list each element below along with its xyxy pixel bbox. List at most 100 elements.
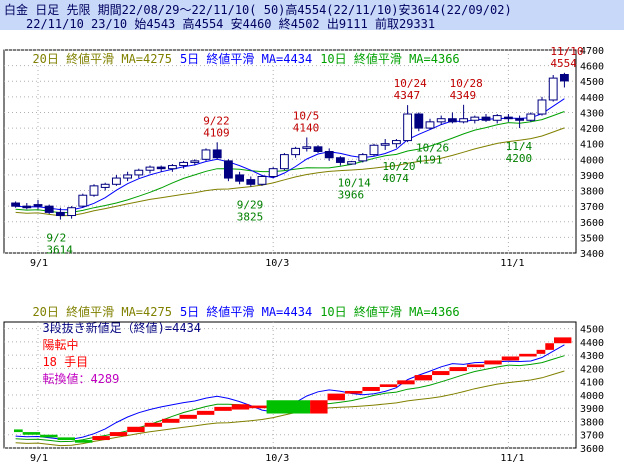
renko-x-tick: 11/1 <box>500 453 524 464</box>
candle <box>526 112 536 122</box>
candle <box>447 112 457 124</box>
candle-body <box>380 143 390 146</box>
annotation-value: 3966 <box>338 189 365 202</box>
renko-brick <box>397 380 415 385</box>
candle <box>481 114 491 122</box>
renko-y-tick: 4000 <box>580 391 604 402</box>
renko-brick <box>231 404 250 410</box>
candle-body <box>358 154 368 162</box>
annotation-value: 4347 <box>394 89 421 102</box>
candle-body <box>391 140 401 145</box>
candle-body <box>302 146 312 149</box>
candle-body <box>515 118 525 121</box>
candle-body <box>190 160 200 163</box>
candle <box>369 143 379 157</box>
renko-y-tick: 3700 <box>580 431 604 442</box>
candle-body <box>257 175 267 185</box>
candle-body <box>134 169 144 176</box>
renko-brick <box>432 371 450 376</box>
candle <box>302 137 312 152</box>
candle-body <box>559 74 569 82</box>
renko-brick <box>554 337 572 344</box>
renko-value: 3段抜き新値足（終値)=4434 <box>42 321 202 335</box>
candle <box>559 72 569 88</box>
renko-brick <box>536 349 546 354</box>
renko-brick <box>74 440 93 443</box>
price-y-tick: 4000 <box>580 155 604 166</box>
renko-y-tick: 4200 <box>580 364 604 375</box>
candle <box>335 156 345 166</box>
price-y-tick: 4600 <box>580 62 604 73</box>
price-y-tick: 4700 <box>580 46 604 57</box>
candle-body <box>11 202 21 207</box>
candle <box>78 193 88 208</box>
candle-body <box>291 147 301 156</box>
candle <box>324 148 334 161</box>
candle-body <box>223 160 233 179</box>
renko-brick <box>414 375 433 381</box>
candle-body <box>492 115 502 121</box>
renko-brick <box>162 418 180 423</box>
price-y-tick: 4100 <box>580 140 604 151</box>
candle-body <box>459 118 469 123</box>
annotation-date: 10/14 <box>338 177 371 190</box>
candle <box>156 165 166 172</box>
candle <box>55 207 65 220</box>
price-y-tick: 4500 <box>580 77 604 88</box>
candle-body <box>235 174 245 182</box>
candle-body <box>156 166 166 170</box>
candle <box>380 139 390 150</box>
annotation-date: 10/28 <box>450 77 483 90</box>
candle-body <box>67 207 77 217</box>
candle-body <box>425 121 435 129</box>
renko-y-tick: 3600 <box>580 444 604 455</box>
annotation-date: 10/24 <box>394 77 427 90</box>
price-x-tick: 9/1 <box>30 258 48 269</box>
candle <box>414 112 424 132</box>
candle <box>44 204 54 214</box>
renko-x-tick: 10/3 <box>265 453 289 464</box>
candle <box>347 160 357 165</box>
candle-body <box>145 166 155 171</box>
candle <box>492 114 502 124</box>
candle <box>212 142 222 160</box>
annotation-date: 11/4 <box>506 140 533 153</box>
renko-y-tick: 4400 <box>580 338 604 349</box>
annotation-value: 4349 <box>450 89 477 102</box>
price-y-tick: 3900 <box>580 171 604 182</box>
renko-reversal: 転換値：4289 <box>42 372 120 386</box>
annotation-date: 9/29 <box>237 199 263 212</box>
renko-brick <box>501 356 520 361</box>
renko-brick <box>22 432 41 435</box>
ma20-line <box>15 127 565 217</box>
ma10-line <box>15 111 565 214</box>
renko-brick <box>214 406 232 411</box>
ma10-legend: 10日 終値平滑 MA=4366 <box>320 52 460 66</box>
renko-brick <box>466 364 485 368</box>
price-y-tick: 4200 <box>580 124 604 135</box>
candle <box>257 174 267 186</box>
candle-body <box>246 179 256 185</box>
candle-body <box>111 177 121 185</box>
renko-brick <box>249 405 267 409</box>
header-latest-bar: 22/11/10 23/10 始4543 高4554 安4460 終4502 出… <box>26 17 436 31</box>
renko-brick <box>449 367 467 372</box>
candle-body <box>403 113 413 142</box>
candle <box>145 165 155 174</box>
renko-brick <box>519 353 537 357</box>
candle <box>201 148 211 161</box>
annotation-value: 4074 <box>382 172 409 185</box>
candle-body <box>470 116 480 121</box>
renko-state: 陽転中 <box>42 338 79 352</box>
renko-brick <box>362 386 380 391</box>
annotation-date: 10/26 <box>416 141 449 154</box>
annotation-date: 9/2 <box>46 232 66 245</box>
candle <box>548 74 558 102</box>
candle-body <box>335 157 345 163</box>
candle-body <box>481 116 491 121</box>
candle-body <box>537 99 547 115</box>
header-summary: 白金 日足 先限 期間22/08/29～22/11/10( 50)高4554(2… <box>4 3 512 17</box>
renko-brick <box>92 436 110 441</box>
renko-ma5-line <box>15 344 565 440</box>
